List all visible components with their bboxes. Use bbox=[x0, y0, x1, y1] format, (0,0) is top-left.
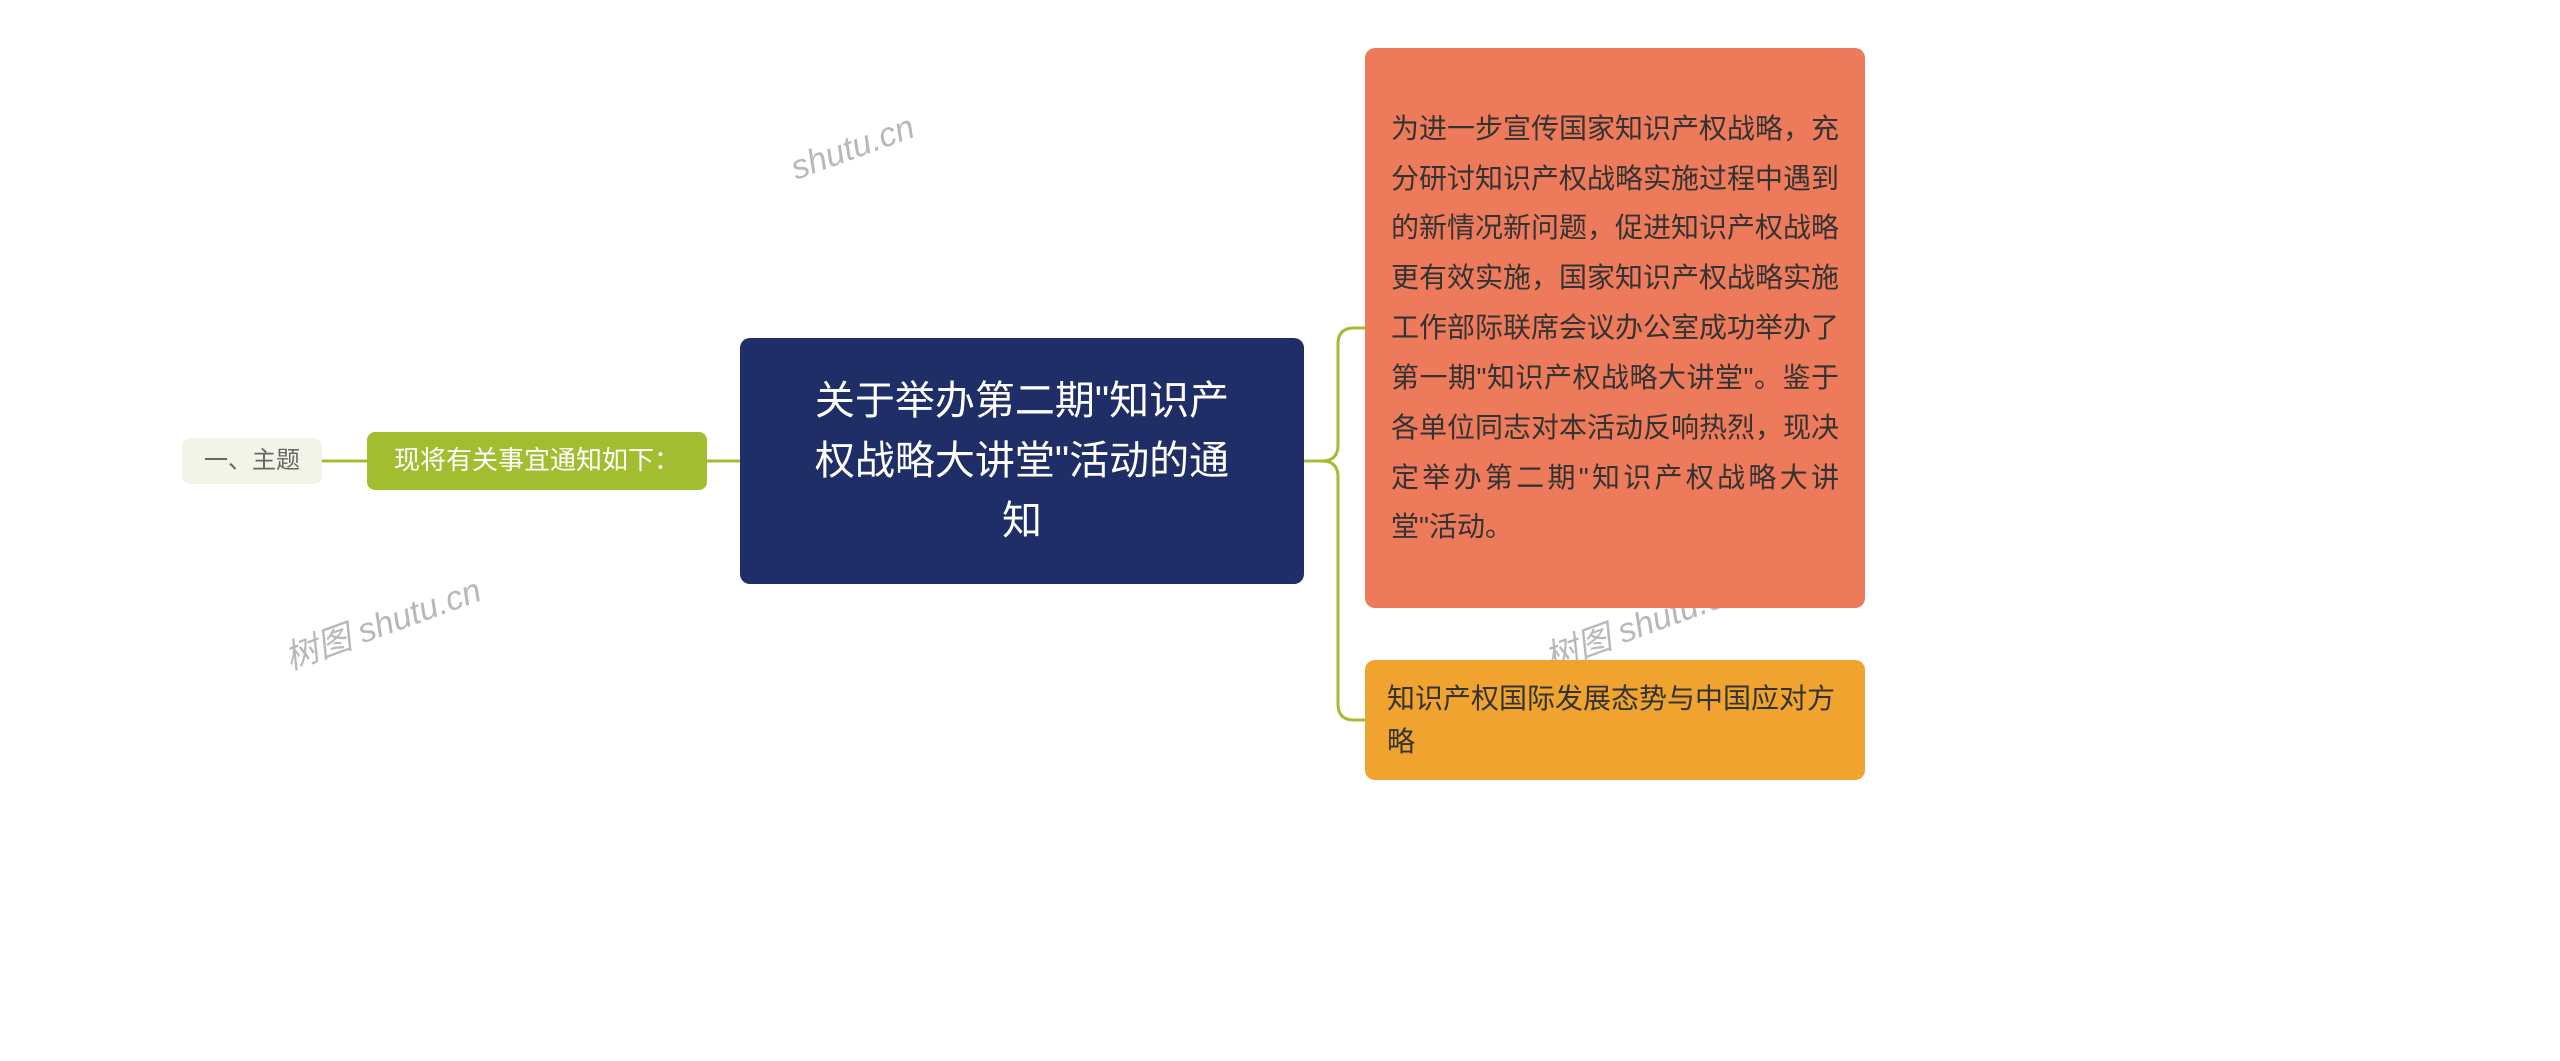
node-root-text-wrap: 关于举办第二期"知识产 权战略大讲堂"活动的通 知 bbox=[740, 338, 1304, 584]
node-left2: 一、主题 bbox=[182, 438, 322, 484]
node-right1-text-wrap: 为进一步宣传国家知识产权战略，充分研讨知识产权战略实施过程中遇到的新情况新问题，… bbox=[1365, 48, 1865, 608]
node-right2: 知识产权国际发展态势与中国应对方略 bbox=[1365, 660, 1865, 780]
node-right1: 为进一步宣传国家知识产权战略，充分研讨知识产权战略实施过程中遇到的新情况新问题，… bbox=[1365, 48, 1865, 608]
node-root-label: 关于举办第二期"知识产 权战略大讲堂"活动的通 知 bbox=[815, 371, 1229, 551]
watermark: 树图 shutu.cn bbox=[280, 571, 487, 677]
node-right1-label: 为进一步宣传国家知识产权战略，充分研讨知识产权战略实施过程中遇到的新情况新问题，… bbox=[1391, 104, 1839, 552]
node-left1: 现将有关事宜通知如下： bbox=[367, 432, 707, 490]
node-root: 关于举办第二期"知识产 权战略大讲堂"活动的通 知 bbox=[740, 338, 1304, 584]
node-left1-text-wrap: 现将有关事宜通知如下： bbox=[367, 432, 707, 490]
node-left2-label: 一、主题 bbox=[204, 445, 300, 476]
watermark: shutu.cn bbox=[786, 108, 920, 188]
node-right2-text-wrap: 知识产权国际发展态势与中国应对方略 bbox=[1365, 660, 1865, 780]
connector-root-right1 bbox=[1304, 328, 1365, 461]
connector-root-right2 bbox=[1304, 461, 1365, 720]
node-left1-label: 现将有关事宜通知如下： bbox=[394, 444, 680, 478]
node-left2-text-wrap: 一、主题 bbox=[182, 438, 322, 484]
node-right2-label: 知识产权国际发展态势与中国应对方略 bbox=[1387, 677, 1843, 764]
